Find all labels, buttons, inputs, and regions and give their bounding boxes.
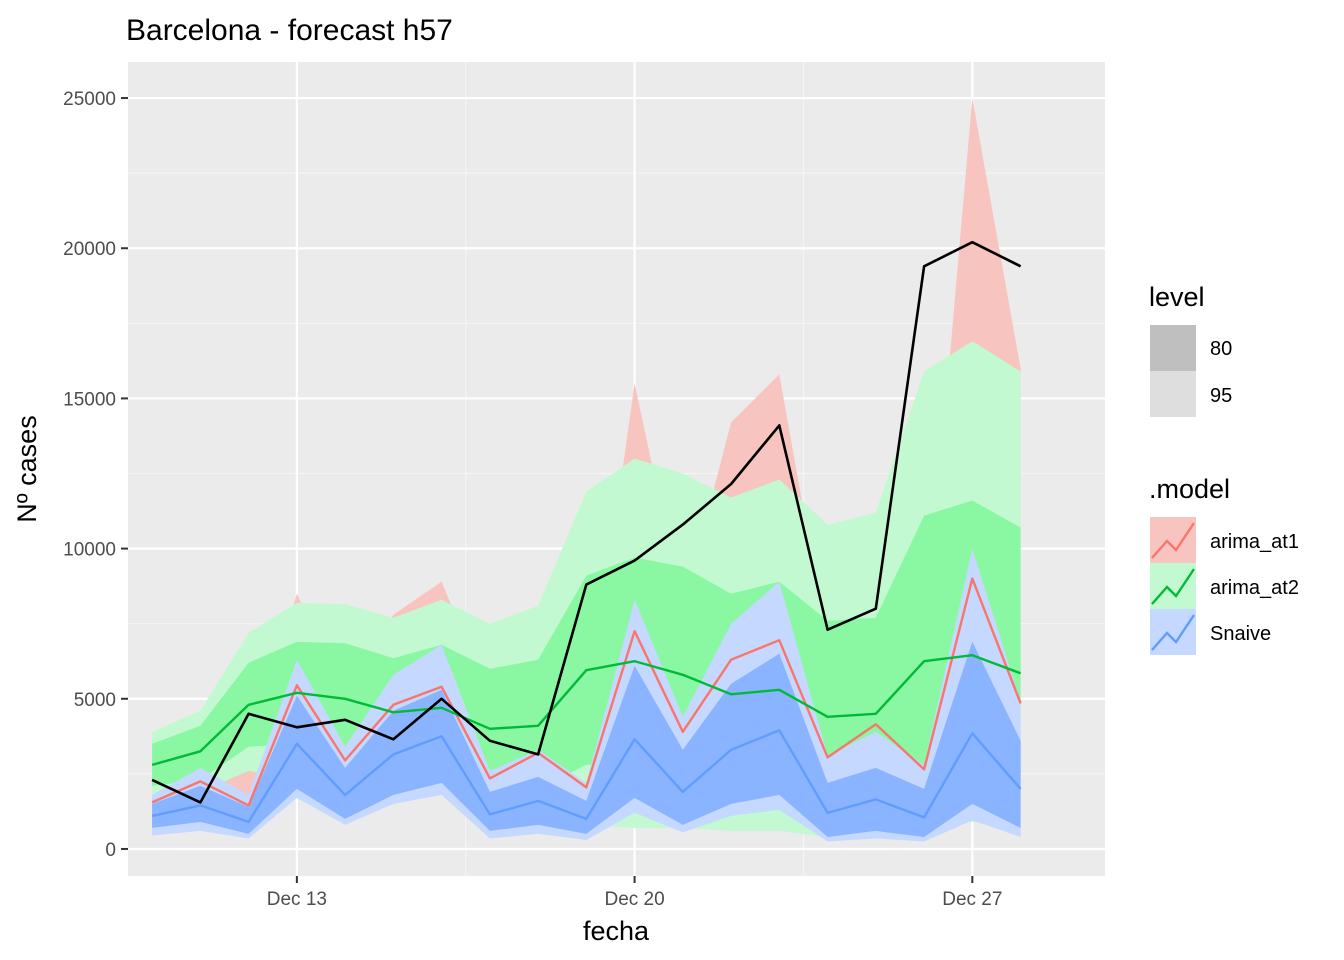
legend-line-arima-at2	[1151, 568, 1195, 605]
legend-label-80: 80	[1210, 338, 1232, 360]
chart-title: Barcelona - forecast h57	[126, 14, 453, 47]
legend-line-snaive	[1151, 614, 1195, 651]
legend-line-arima-at1	[1151, 522, 1195, 559]
line-arima-at2	[151, 654, 1022, 767]
y-tick-label: 15000	[63, 389, 116, 410]
line-snaive	[151, 729, 1022, 824]
y-tick-label: 5000	[74, 690, 116, 711]
band-snaive-80	[152, 641, 1021, 837]
x-axis-title: fecha	[583, 916, 650, 946]
legend-key-80	[1150, 325, 1196, 371]
legend-level-title: level	[1149, 282, 1205, 312]
legend-label-arima-at1: arima_at1	[1210, 531, 1299, 553]
y-tick-label: 25000	[63, 89, 116, 110]
y-axis: 0 5000 10000 15000 20000 25000	[63, 89, 128, 861]
y-axis-title: Nº cases	[12, 415, 42, 522]
line-arima-at1	[151, 577, 1022, 807]
legend: level 80 95 .model arima_at1 arima_at2 S…	[1149, 282, 1299, 655]
legend-key-arima-at1	[1150, 517, 1196, 563]
legend-model-title: .model	[1149, 474, 1230, 504]
legend-key-95	[1150, 371, 1196, 417]
legend-label-arima-at2: arima_at2	[1210, 577, 1299, 599]
legend-label-snaive: Snaive	[1210, 623, 1271, 645]
series-lines	[151, 240, 1022, 824]
x-tick-label: Dec 27	[942, 889, 1002, 910]
y-tick-label: 0	[105, 840, 116, 861]
legend-label-95: 95	[1210, 385, 1232, 407]
x-tick-label: Dec 13	[267, 889, 327, 910]
line-actual	[151, 240, 1022, 804]
legend-key-arima-at2	[1150, 563, 1196, 609]
x-axis: Dec 13 Dec 20 Dec 27	[267, 876, 1002, 910]
x-tick-label: Dec 20	[604, 889, 664, 910]
legend-key-snaive	[1150, 609, 1196, 655]
legend-model-keys	[1150, 517, 1196, 655]
y-tick-label: 10000	[63, 540, 116, 561]
y-tick-label: 20000	[63, 239, 116, 260]
